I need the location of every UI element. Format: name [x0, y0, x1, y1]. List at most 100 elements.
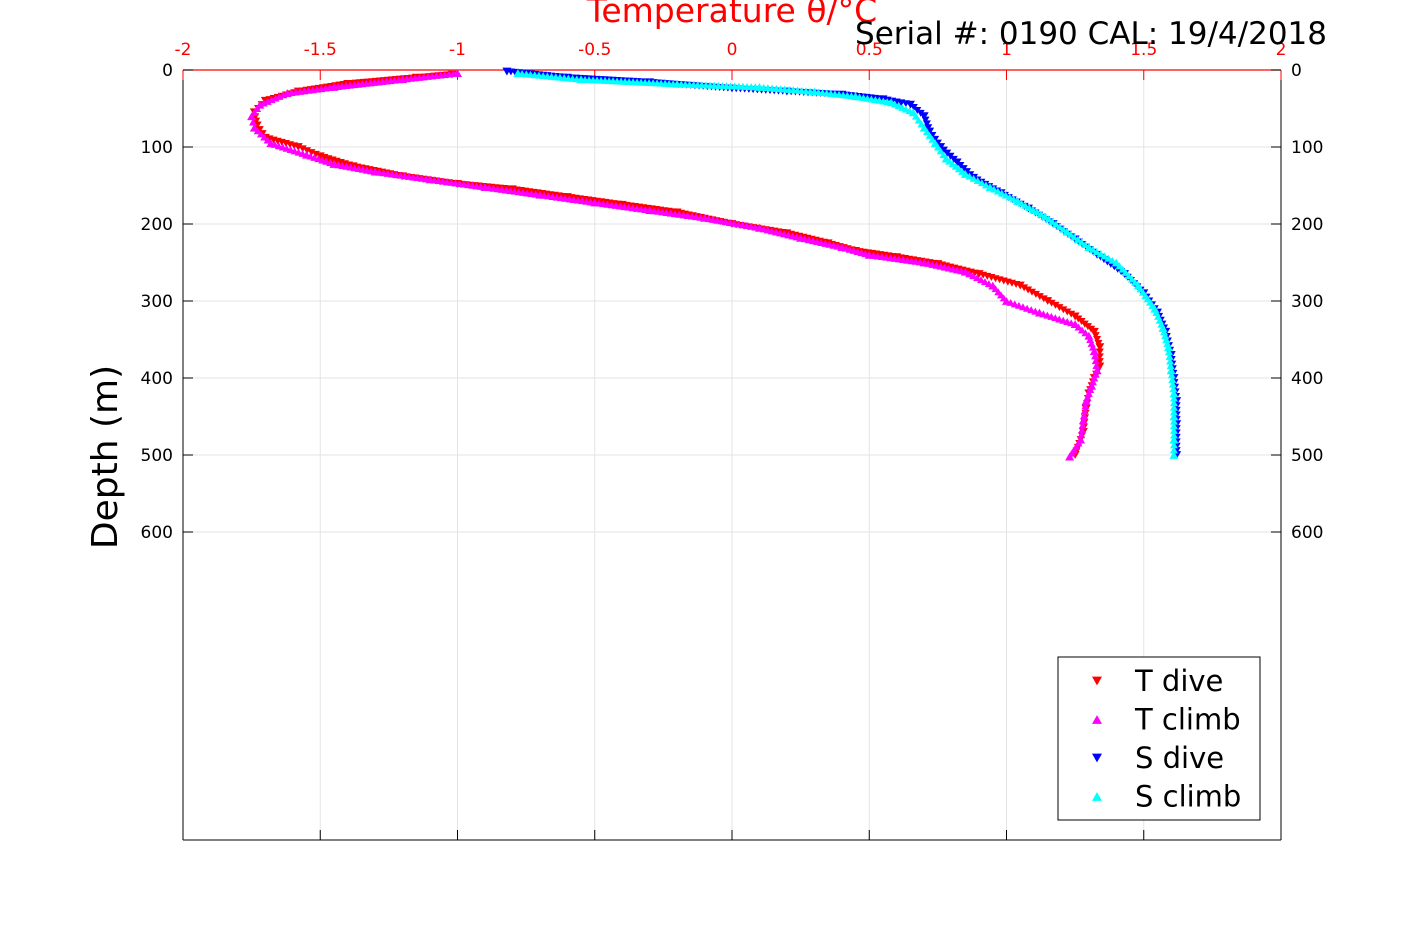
data-point-trace — [973, 177, 982, 184]
data-point-trace — [977, 179, 986, 187]
x-tick-label: 2 — [1276, 40, 1287, 60]
data-point-trace — [1077, 326, 1086, 334]
data-point — [1169, 412, 1179, 421]
data-point-trace — [248, 118, 257, 126]
data-point — [919, 112, 929, 121]
data-point-trace — [1027, 288, 1036, 296]
data-point-trace — [1048, 217, 1057, 225]
legend-label: S dive — [1135, 741, 1224, 775]
data-point — [1095, 343, 1105, 352]
data-point-trace — [1169, 441, 1178, 449]
y-tick-label-right: 200 — [1291, 215, 1323, 235]
legend-box — [1057, 656, 1261, 821]
data-point-trace — [1169, 431, 1178, 439]
data-point-trace — [1095, 348, 1104, 356]
y-axis-ticks: 0 0 100 100 200 200 300 300 400 400 500 500 600 600 — [141, 61, 1324, 543]
series-s-dive — [502, 67, 1182, 459]
data-point-trace — [1100, 252, 1109, 260]
y-tick-label-right: 600 — [1291, 523, 1323, 543]
data-point-trace — [1168, 380, 1177, 388]
data-point — [1015, 281, 1025, 290]
x-tick-label: 1.5 — [1130, 40, 1157, 60]
data-point-trace — [1121, 268, 1130, 276]
legend-label: T dive — [1134, 664, 1223, 698]
data-point-trace — [1169, 394, 1178, 402]
data-point-trace — [1169, 385, 1178, 393]
data-point-trace — [1077, 426, 1086, 434]
data-point-trace — [1127, 275, 1136, 283]
data-point-trace — [1091, 352, 1100, 360]
data-point — [1163, 343, 1173, 352]
y-tick-label-right: 0 — [1291, 61, 1302, 81]
data-point-trace — [1001, 191, 1010, 199]
data-point-trace — [969, 272, 978, 280]
data-point-trace — [1031, 290, 1040, 298]
data-point-trace — [1096, 250, 1105, 258]
legend-label: T climb — [1134, 703, 1241, 737]
data-point — [1158, 324, 1168, 332]
data-point-trace — [1165, 348, 1174, 356]
data-point-trace — [1092, 362, 1101, 369]
y-tick-label-left: 300 — [141, 292, 173, 312]
data-point — [1065, 452, 1075, 461]
data-point — [1078, 416, 1088, 425]
data-point — [1081, 397, 1091, 406]
data-point-trace — [1074, 323, 1083, 331]
data-point-trace — [1080, 407, 1089, 415]
data-point-trace — [1033, 208, 1042, 216]
data-marks — [247, 67, 1182, 461]
data-point-trace — [1160, 328, 1169, 336]
data-point-trace — [1169, 399, 1178, 407]
data-point — [1043, 297, 1053, 305]
data-point — [1089, 327, 1099, 336]
data-point-trace — [1024, 286, 1033, 294]
data-point-trace — [1029, 206, 1038, 214]
data-point-trace — [1115, 262, 1124, 270]
data-point-trace — [256, 130, 265, 138]
x-tick-label: -0.5 — [578, 40, 611, 60]
data-point — [293, 143, 303, 151]
data-point-trace — [981, 181, 990, 189]
data-point-trace — [1095, 353, 1104, 361]
data-point-trace — [1104, 254, 1113, 262]
series-t-climb — [247, 69, 1102, 461]
data-point-trace — [1091, 332, 1100, 340]
data-point — [247, 112, 257, 121]
data-point-trace — [1017, 199, 1026, 207]
x-tick-label: -1.5 — [304, 40, 337, 60]
data-point-trace — [1067, 310, 1076, 318]
data-point — [1089, 347, 1099, 355]
y-tick-label-left: 100 — [141, 138, 173, 158]
data-point-trace — [1055, 304, 1064, 312]
data-point-trace — [1092, 248, 1101, 255]
data-point-trace — [921, 116, 930, 124]
y-tick-label-right: 500 — [1291, 446, 1323, 466]
data-point-trace — [1166, 362, 1175, 370]
y-tick-label-right: 100 — [1291, 138, 1323, 158]
data-point-trace — [1169, 408, 1178, 416]
chart-title: Temperature θ/°C — [586, 0, 877, 30]
data-point-trace — [1165, 352, 1174, 360]
y-tick-label-left: 400 — [141, 369, 173, 389]
y-tick-label-left: 200 — [141, 215, 173, 235]
data-point-trace — [1081, 402, 1090, 410]
data-point-trace — [1091, 357, 1100, 365]
data-point-trace — [1077, 431, 1086, 439]
data-point-trace — [1118, 265, 1127, 273]
series-t-dive — [249, 70, 1105, 459]
data-point-trace — [1021, 201, 1030, 209]
data-point-trace — [307, 149, 316, 157]
data-point-trace — [965, 172, 974, 180]
data-point-trace — [1051, 301, 1060, 309]
data-point-trace — [1070, 233, 1079, 241]
data-point-trace — [298, 145, 307, 153]
data-point-trace — [1005, 193, 1014, 201]
data-point-trace — [1078, 421, 1087, 429]
y-tick-label-right: 300 — [1291, 292, 1323, 312]
data-point-trace — [303, 147, 312, 155]
data-point — [1169, 389, 1179, 398]
legend-marker — [1092, 715, 1102, 724]
data-point-trace — [1059, 306, 1068, 314]
data-point-trace — [1051, 220, 1060, 228]
